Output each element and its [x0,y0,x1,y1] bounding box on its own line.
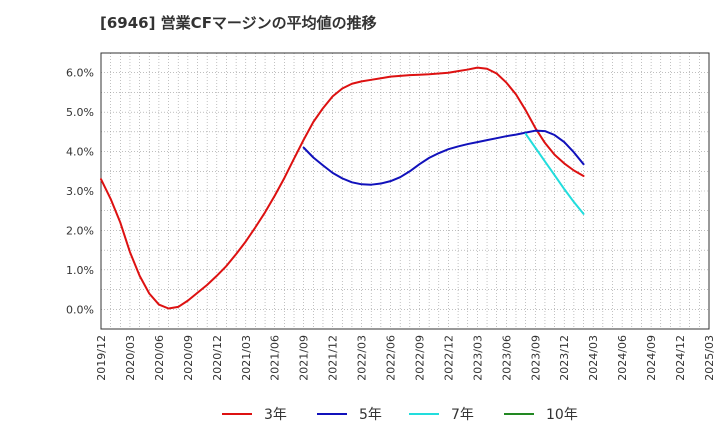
legend-label: 7年 [451,407,474,423]
x-tick-label: 2019/12 [95,335,108,381]
series-lines [100,66,585,310]
x-tick-label: 2023/06 [500,335,513,381]
y-tick-label: 4.0% [66,146,94,159]
x-tick-label: 2021/12 [327,335,340,381]
x-tick-label: 2022/09 [413,335,426,381]
x-tick-label: 2020/09 [182,335,195,381]
x-tick-label: 2022/06 [385,335,398,381]
x-tick-label: 2023/09 [529,335,542,381]
grid [101,53,709,329]
x-tick-label: 2020/06 [153,335,166,381]
x-tick-label: 2021/03 [240,335,253,381]
x-axis-ticks: 2019/12 2020/03 2020/06 2020/09 2020/12 2021/… [95,335,716,381]
x-tick-label: 2024/06 [616,335,629,381]
y-tick-label: 5.0% [66,106,94,119]
legend-label: 10年 [546,407,578,423]
series-line-7年 [524,132,585,215]
series-line-5年 [302,129,585,186]
y-tick-label: 0.0% [66,303,94,316]
y-tick-label: 2.0% [66,224,94,237]
x-tick-label: 2022/03 [356,335,369,381]
chart-title: [6946] 営業CFマージンの平均値の推移 [100,14,377,32]
x-tick-label: 2024/12 [674,335,687,381]
x-tick-label: 2024/03 [587,335,600,381]
x-tick-label: 2024/09 [645,335,658,381]
legend-label: 5年 [359,407,382,423]
x-tick-label: 2023/03 [471,335,484,381]
legend-label: 3年 [264,407,287,423]
legend: 3年 5年 7年 10年 [222,407,578,423]
x-tick-label: 2020/12 [211,335,224,381]
x-tick-label: 2025/03 [703,335,716,381]
y-tick-label: 3.0% [66,185,94,198]
y-tick-label: 1.0% [66,264,94,277]
x-tick-label: 2023/12 [558,335,571,381]
x-tick-label: 2020/03 [124,335,137,381]
series-line-3年 [100,66,585,310]
x-tick-label: 2022/12 [442,335,455,381]
y-axis-ticks: 0.0% 1.0% 2.0% 3.0% 4.0% 5.0% 6.0% [66,67,94,317]
x-tick-label: 2021/06 [269,335,282,381]
y-tick-label: 6.0% [66,67,94,80]
x-tick-label: 2021/09 [298,335,311,381]
plot-frame [100,52,710,330]
